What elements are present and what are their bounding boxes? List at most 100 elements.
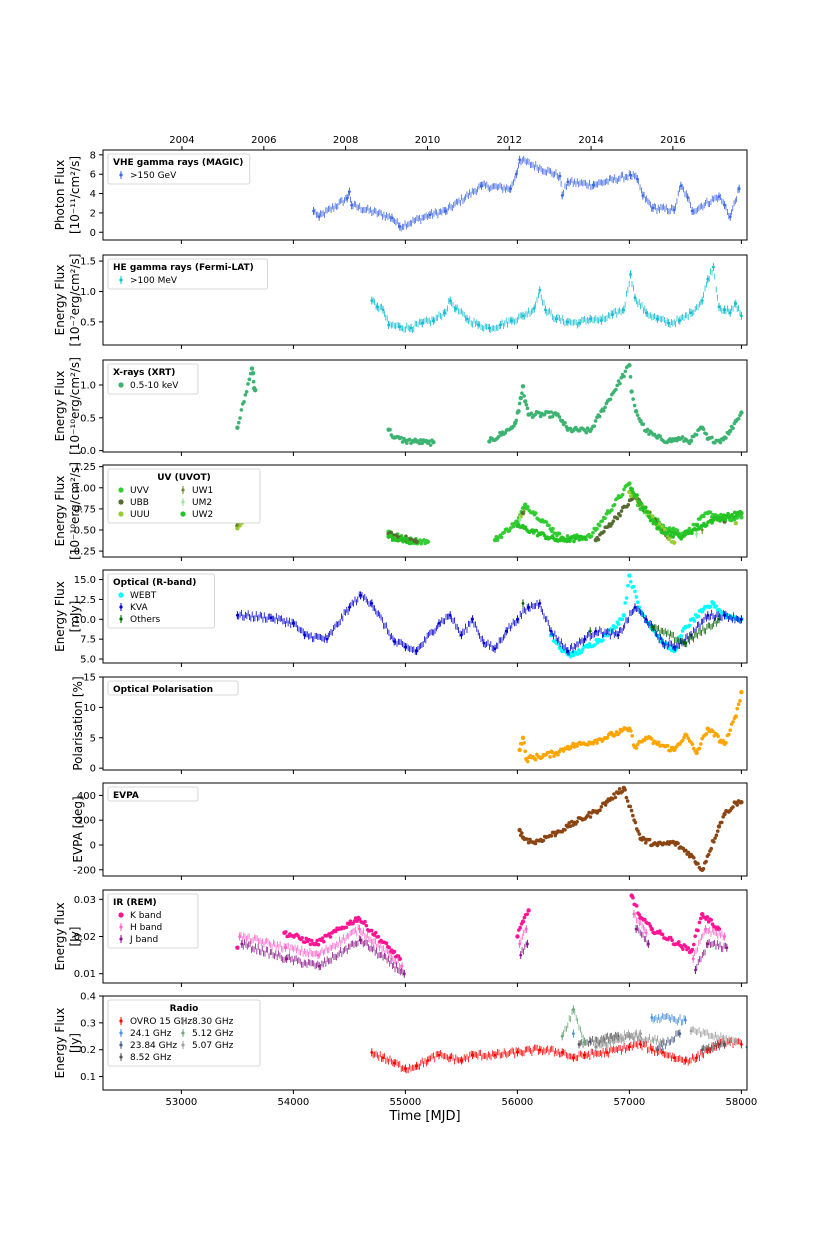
data-point — [388, 427, 392, 432]
series-3-2 — [235, 489, 738, 545]
legend-title: VHE gamma rays (MAGIC) — [113, 158, 243, 168]
data-point — [348, 605, 351, 609]
data-point — [723, 613, 726, 617]
legend-marker — [119, 1031, 123, 1035]
data-point — [533, 412, 538, 417]
data-point — [526, 505, 530, 509]
data-point — [716, 824, 722, 829]
data-point — [533, 841, 538, 846]
data-point — [731, 805, 735, 809]
legend: EVPA — [107, 786, 199, 802]
legend-box — [107, 258, 268, 290]
data-point — [700, 1048, 704, 1052]
data-point — [577, 321, 581, 325]
y-tick-label: 12.5 — [74, 595, 96, 606]
data-point — [419, 541, 424, 546]
data-point — [251, 379, 256, 384]
legend-marker — [180, 511, 186, 517]
panel-frame — [102, 995, 748, 1091]
data-point — [586, 645, 590, 649]
data-point — [561, 749, 566, 753]
data-point — [682, 533, 686, 537]
data-point — [636, 829, 640, 833]
series-8-0 — [370, 1036, 743, 1074]
data-point — [503, 431, 508, 435]
legend: Optical Polarisation — [107, 680, 239, 696]
data-point — [612, 503, 617, 507]
data-point — [636, 499, 641, 503]
data-point — [723, 1042, 726, 1046]
y-axis-label: Energy Flux — [53, 476, 67, 547]
data-point — [487, 439, 492, 444]
data-point — [499, 323, 502, 327]
legend-marker — [118, 382, 124, 388]
data-point — [672, 645, 676, 649]
data-point — [736, 416, 741, 421]
data-point — [611, 313, 614, 316]
data-point — [723, 935, 726, 938]
series-0-0 — [312, 155, 741, 232]
data-point — [641, 422, 646, 426]
data-point — [376, 305, 379, 309]
data-point — [525, 837, 529, 841]
data-point — [316, 942, 321, 947]
data-point — [740, 314, 743, 318]
data-point — [401, 539, 405, 544]
data-point — [633, 605, 637, 609]
series-8-1 — [572, 1012, 747, 1052]
legend-entry: WEBT — [130, 591, 157, 601]
legend-marker — [118, 592, 124, 598]
data-point — [548, 755, 552, 759]
series-7-0 — [235, 893, 722, 962]
y-tick-label: 1.25 — [74, 462, 96, 473]
data-point — [518, 942, 522, 946]
data-point — [426, 1059, 430, 1062]
legend-box — [107, 153, 251, 185]
data-point — [594, 629, 598, 633]
data-point — [405, 441, 409, 445]
data-point — [624, 596, 629, 600]
y-tick-label: 1.0 — [80, 287, 96, 298]
data-point — [566, 320, 570, 324]
panel-frame — [102, 889, 748, 984]
data-point — [405, 537, 409, 542]
data-point — [420, 441, 425, 446]
data-point — [355, 919, 359, 924]
data-point — [625, 799, 630, 803]
data-point — [517, 827, 522, 833]
series-7-1 — [238, 910, 726, 971]
data-point — [399, 435, 404, 440]
data-point — [357, 917, 362, 921]
y-tick-label: 7.5 — [80, 635, 96, 646]
data-point — [650, 625, 654, 629]
data-point — [718, 440, 723, 445]
data-point — [238, 416, 242, 420]
data-point — [708, 510, 713, 515]
data-point — [616, 622, 621, 626]
data-point — [566, 649, 570, 653]
legend-entry: UM2 — [192, 498, 212, 508]
data-point — [641, 194, 645, 197]
data-point — [639, 1042, 642, 1046]
data-point — [304, 936, 309, 941]
data-point — [631, 397, 635, 401]
data-point — [731, 515, 736, 520]
y-axis-label: Polarisation [%] — [71, 676, 85, 770]
data-point — [631, 895, 635, 900]
y-tick-label: 0 — [90, 764, 96, 775]
data-point — [712, 265, 715, 269]
data-point — [523, 525, 528, 529]
data-point — [633, 589, 637, 594]
panel-marks — [370, 1005, 747, 1074]
data-point — [724, 740, 728, 745]
data-point — [690, 947, 695, 952]
data-point — [722, 811, 727, 817]
data-point — [700, 299, 704, 303]
y-axis-label: [10⁻¹¹/cm²/s] — [68, 156, 82, 234]
y-axis-label: Energy Flux — [53, 265, 67, 336]
data-point — [509, 187, 513, 191]
y-tick-label: 8 — [90, 150, 96, 161]
data-point — [577, 538, 582, 542]
data-point — [726, 511, 730, 516]
legend-entry: OVRO 15 GHz — [130, 1017, 192, 1027]
